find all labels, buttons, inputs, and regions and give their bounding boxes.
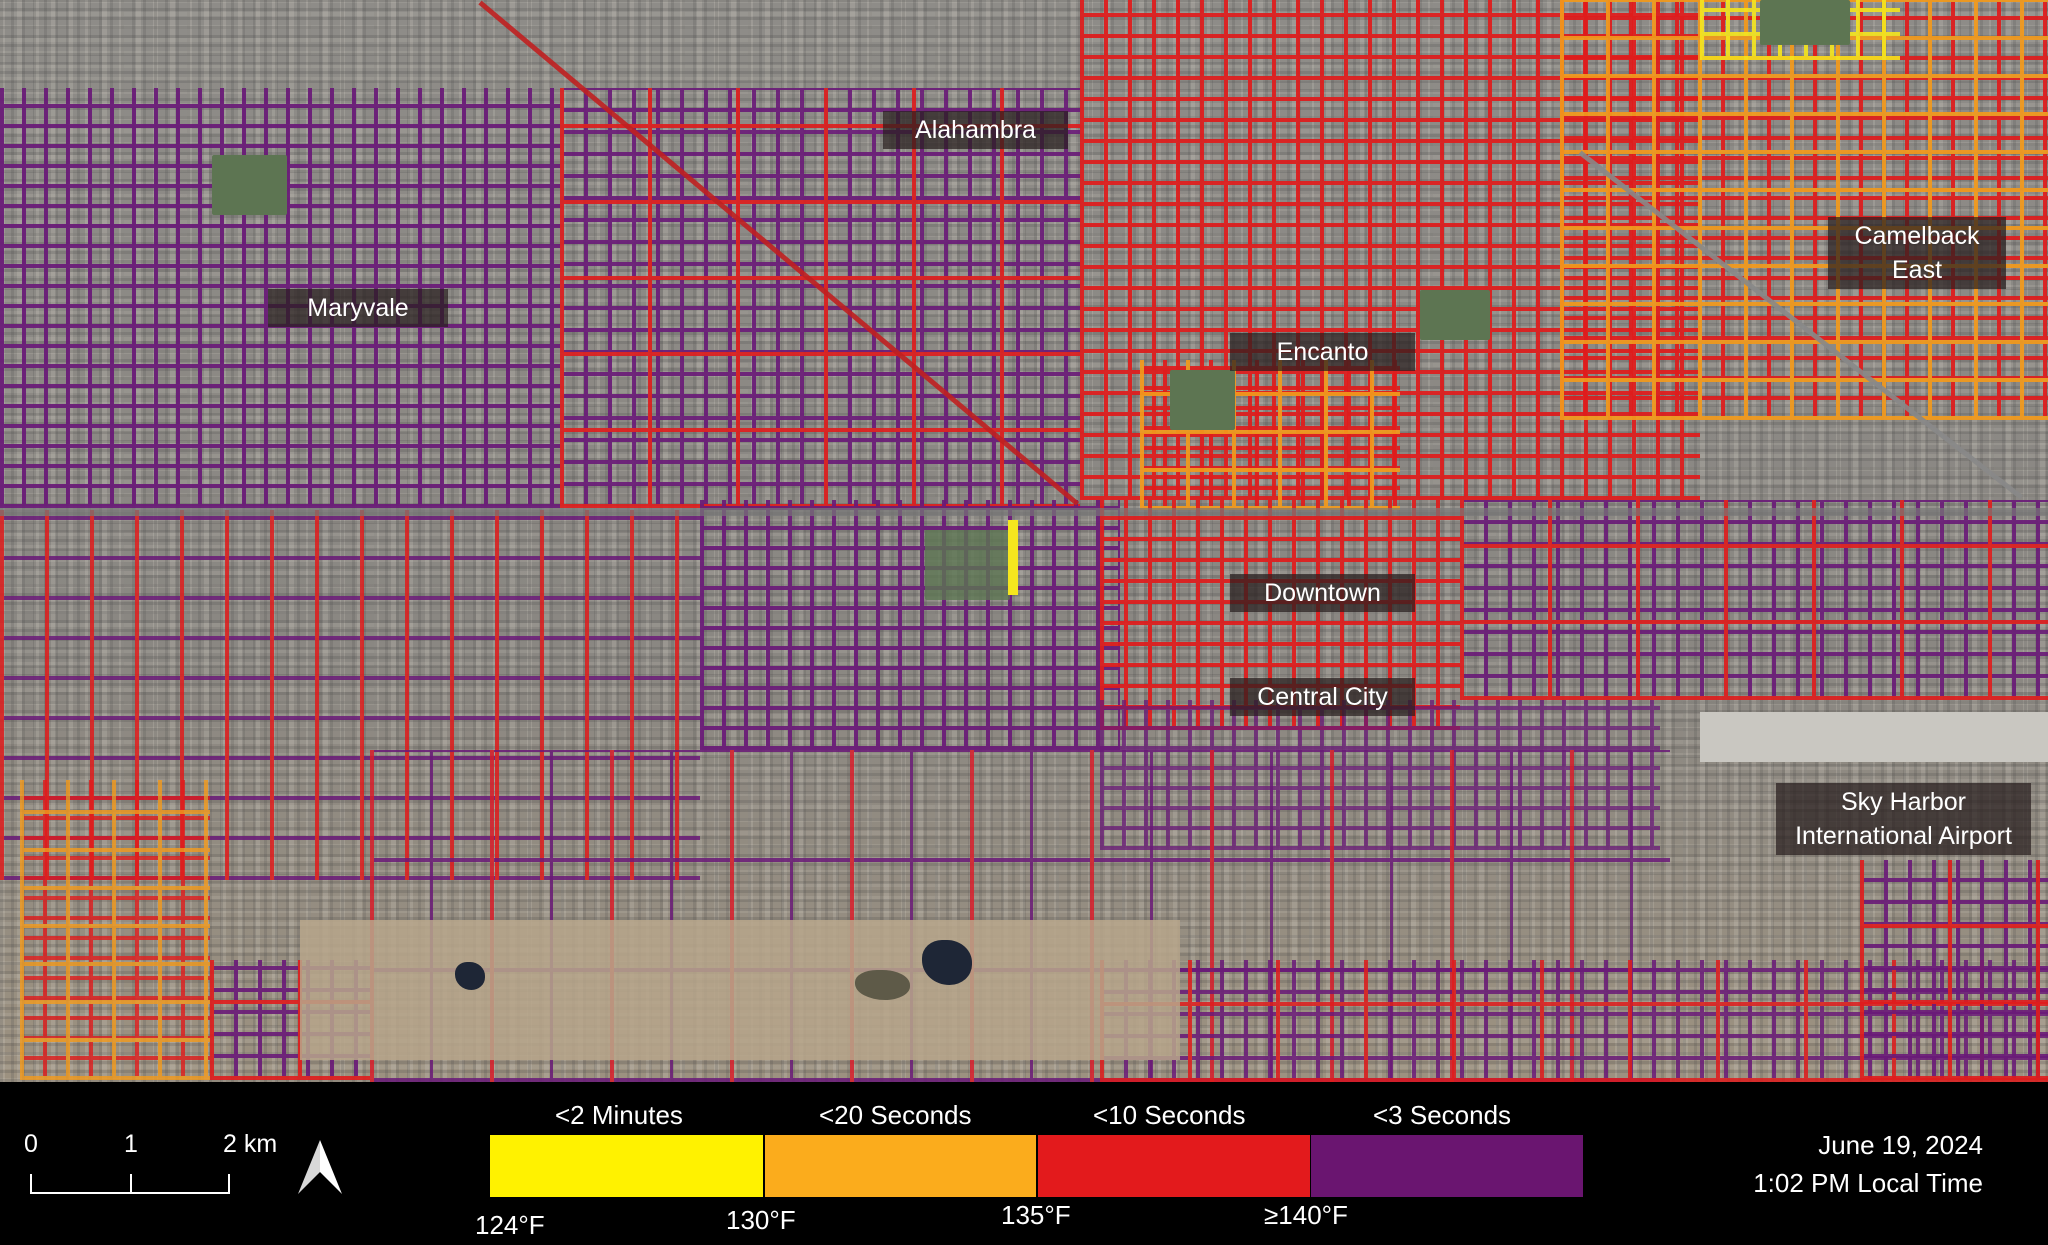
legend-temp-130: 130°F: [726, 1205, 796, 1235]
street-layer-tempe-edge: [1860, 860, 2048, 1080]
street-layer-central-west: [700, 500, 1120, 750]
scale-tick-2: 2 km: [223, 1130, 278, 1158]
legend-title-3sec: <3 Seconds: [1373, 1100, 1512, 1130]
hot-road-segment: [1008, 520, 1018, 595]
place-label-central-city: Central City: [1230, 678, 1415, 716]
legend-temp-135: 135°F: [1001, 1200, 1071, 1230]
place-label-alahambra: Alahambra: [883, 111, 1068, 149]
encanto-park: [1170, 370, 1235, 430]
lake: [922, 940, 972, 985]
interstate-10: [0, 508, 2048, 516]
timestamp-time: 1:02 PM Local Time: [1753, 1168, 1983, 1198]
legend-temp-140: ≥140°F: [1264, 1200, 1348, 1230]
timestamp-date: June 19, 2024: [1818, 1130, 1983, 1160]
legend-title-2min: <2 Minutes: [555, 1100, 683, 1130]
legend-title-10sec: <10 Seconds: [1093, 1100, 1246, 1130]
park-central: [925, 530, 1010, 600]
legend-swatch-2min: [490, 1135, 763, 1197]
scale-bar-midtick: [130, 1174, 132, 1194]
street-layer-camelback: [1560, 0, 2048, 420]
legend-temp-124: 124°F: [475, 1210, 545, 1240]
legend-title-20sec: <20 Seconds: [819, 1100, 972, 1130]
golf-course-northeast: [1760, 0, 1850, 45]
street-layer-alahambra: [560, 88, 1080, 508]
airport-runway: [1700, 712, 2048, 762]
pond-west: [455, 962, 485, 990]
salt-river-bed: [300, 920, 1180, 1060]
place-label-downtown: Downtown: [1230, 574, 1415, 612]
timestamp: June 19, 2024 1:02 PM Local Time: [1753, 1126, 1983, 1202]
place-label-sky-harbor: Sky Harbor International Airport: [1776, 783, 2031, 855]
golf-course-encanto: [1420, 290, 1490, 340]
map-canvas[interactable]: Alahambra Maryvale Camelback East Encant…: [0, 0, 2048, 1082]
legend-swatch-3sec: [1311, 1135, 1583, 1197]
legend-swatch-10sec: [1038, 1135, 1310, 1197]
pond-settling: [855, 970, 910, 1000]
street-layer-east-central: [1460, 500, 2048, 700]
scale-tick-0: 0: [24, 1130, 38, 1158]
scale-tick-1: 1: [124, 1130, 138, 1158]
golf-course-maryvale: [212, 155, 287, 215]
place-label-encanto: Encanto: [1230, 333, 1415, 371]
place-label-camelback-east: Camelback East: [1828, 217, 2006, 289]
legend-swatch-20sec: [765, 1135, 1036, 1197]
street-layer-southwest: [20, 780, 210, 1080]
north-arrow-icon: [298, 1140, 342, 1194]
place-label-maryvale: Maryvale: [268, 289, 448, 327]
